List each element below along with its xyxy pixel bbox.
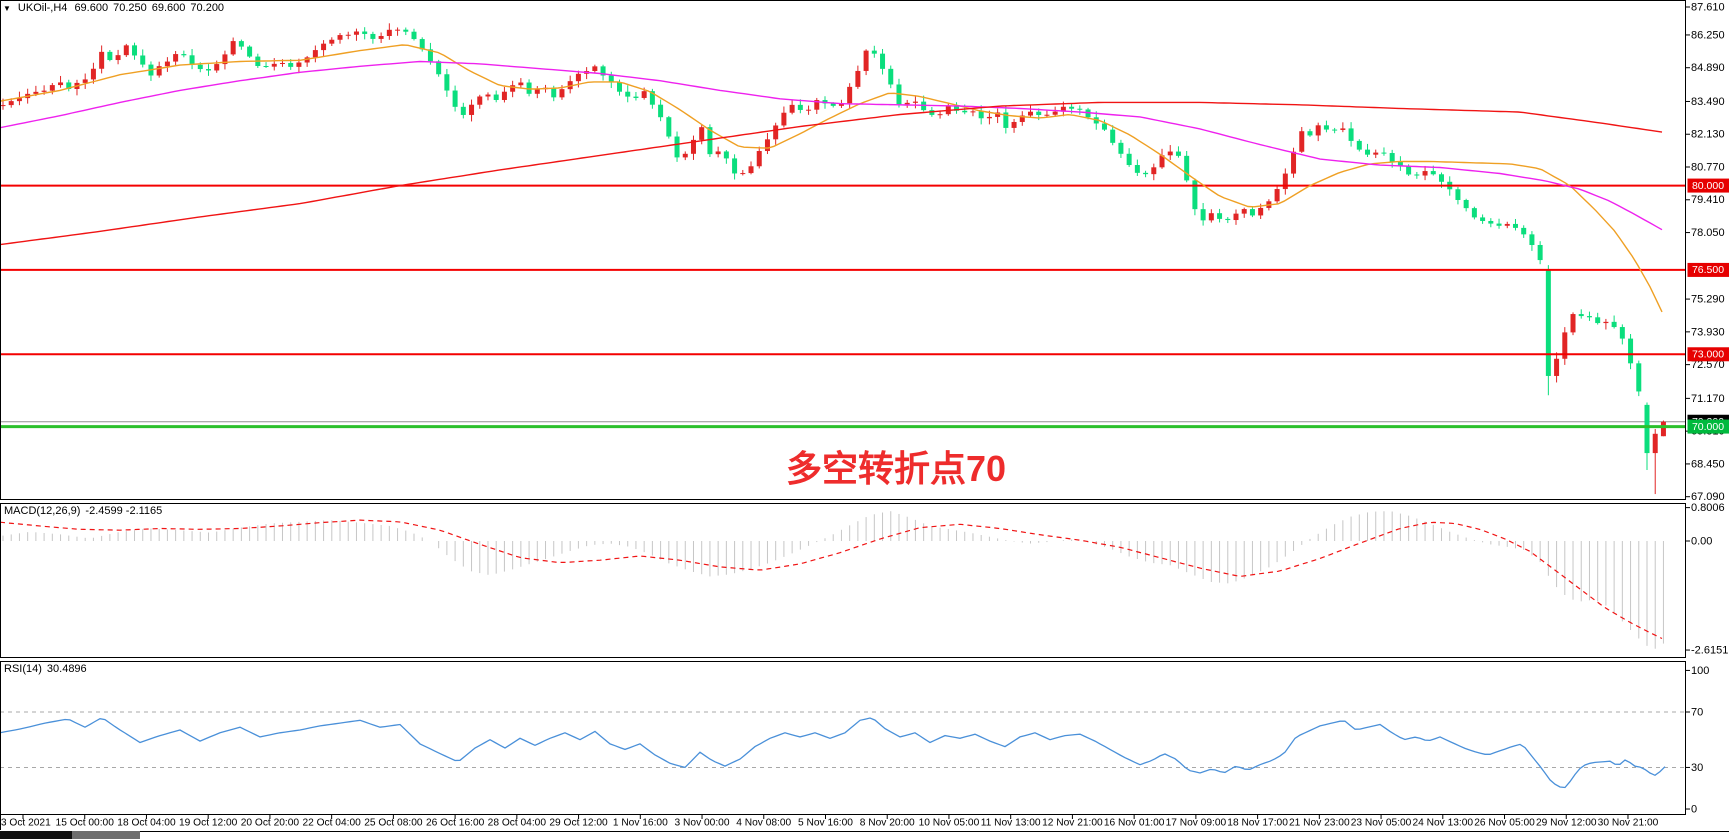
svg-text:0.8006: 0.8006 [1691, 502, 1725, 514]
svg-text:5 Nov 16:00: 5 Nov 16:00 [798, 818, 853, 829]
svg-text:24 Nov 13:00: 24 Nov 13:00 [1412, 818, 1473, 829]
svg-text:79.410: 79.410 [1691, 194, 1725, 206]
candles [0, 23, 1666, 495]
svg-text:-2.6151: -2.6151 [1691, 644, 1728, 656]
svg-text:75.290: 75.290 [1691, 293, 1725, 305]
svg-text:0.00: 0.00 [1691, 535, 1712, 547]
svg-text:18 Nov 17:00: 18 Nov 17:00 [1227, 818, 1288, 829]
svg-text:29 Nov 12:00: 29 Nov 12:00 [1536, 818, 1597, 829]
rsi-name: RSI(14) [4, 663, 42, 675]
svg-text:25 Oct 08:00: 25 Oct 08:00 [364, 818, 423, 829]
svg-text:18 Oct 04:00: 18 Oct 04:00 [117, 818, 176, 829]
svg-text:0: 0 [1691, 803, 1697, 815]
svg-text:15 Oct 00:00: 15 Oct 00:00 [56, 818, 115, 829]
macd-indicator-label: MACD(12,26,9) -2.4599 -2.1165 [4, 505, 162, 517]
svg-text:86.250: 86.250 [1691, 29, 1725, 41]
svg-text:78.050: 78.050 [1691, 227, 1725, 239]
svg-text:29 Oct 12:00: 29 Oct 12:00 [549, 818, 608, 829]
macd-signal-line [0, 519, 1663, 640]
svg-text:71.170: 71.170 [1691, 393, 1725, 405]
svg-text:73.930: 73.930 [1691, 326, 1725, 338]
rsi-indicator-label: RSI(14) 30.4896 [4, 663, 87, 675]
close-value: 70.200 [190, 2, 225, 14]
svg-text:26 Oct 16:00: 26 Oct 16:00 [426, 818, 485, 829]
macd-axis[interactable]: 0.8006 0.00 -2.6151 [1685, 502, 1728, 656]
svg-text:76.500: 76.500 [1692, 264, 1724, 276]
rsi-panel[interactable] [0, 711, 1686, 768]
svg-text:21 Nov 23:00: 21 Nov 23:00 [1289, 818, 1350, 829]
price-badge-70.000: 70.000 [1687, 419, 1729, 434]
svg-text:30 Nov 21:00: 30 Nov 21:00 [1598, 818, 1659, 829]
svg-text:20 Oct 20:00: 20 Oct 20:00 [241, 818, 300, 829]
svg-text:80.770: 80.770 [1691, 161, 1725, 173]
svg-text:19 Oct 12:00: 19 Oct 12:00 [179, 818, 238, 829]
panel-borders [0, 0, 1686, 830]
svg-text:1 Nov 16:00: 1 Nov 16:00 [613, 818, 668, 829]
rsi-line [0, 717, 1666, 789]
price-badge-73.000: 73.000 [1687, 347, 1729, 362]
svg-text:30: 30 [1691, 762, 1703, 774]
rsi-axis[interactable]: 100 70 30 0 [1685, 665, 1709, 816]
svg-text:12 Nov 21:00: 12 Nov 21:00 [1042, 818, 1103, 829]
svg-text:3 Nov 00:00: 3 Nov 00:00 [675, 818, 730, 829]
symbol-timeframe-label: UKOil-,H4 [17, 2, 68, 14]
scrollbar-segment-dark[interactable] [0, 831, 72, 839]
svg-text:28 Oct 04:00: 28 Oct 04:00 [488, 818, 547, 829]
rsi-values: 30.4896 [46, 663, 87, 675]
macd-name: MACD(12,26,9) [4, 505, 81, 517]
h-scrollbar[interactable] [0, 831, 1729, 839]
annotation-text[interactable]: 多空转折点70 [786, 448, 1007, 489]
svg-text:26 Nov 05:00: 26 Nov 05:00 [1474, 818, 1535, 829]
svg-text:87.610: 87.610 [1691, 1, 1725, 13]
svg-text:11 Nov 13:00: 11 Nov 13:00 [981, 818, 1041, 829]
svg-text:13 Oct 2021: 13 Oct 2021 [0, 818, 51, 829]
price-badge-80.000: 80.000 [1687, 178, 1729, 193]
svg-text:84.890: 84.890 [1691, 62, 1725, 74]
price-badge-76.500: 76.500 [1687, 262, 1729, 277]
price-axis[interactable]: 87.610 86.250 84.890 83.490 82.130 80.770 79.4… [1685, 1, 1725, 503]
ma-mid-magenta-line [0, 60, 1663, 231]
macd-histogram [2, 511, 1664, 649]
svg-text:8 Nov 20:00: 8 Nov 20:00 [860, 818, 915, 829]
svg-text:100: 100 [1691, 665, 1709, 677]
ma-fast-orange-line [0, 44, 1663, 313]
high-value: 70.250 [113, 2, 147, 14]
svg-text:82.130: 82.130 [1691, 129, 1725, 141]
svg-text:72.570: 72.570 [1691, 359, 1725, 371]
svg-text:22 Oct 04:00: 22 Oct 04:00 [302, 818, 361, 829]
svg-text:16 Nov 01:00: 16 Nov 01:00 [1104, 818, 1165, 829]
svg-text:73.000: 73.000 [1692, 349, 1724, 361]
svg-text:23 Nov 05:00: 23 Nov 05:00 [1351, 818, 1412, 829]
svg-text:4 Nov 08:00: 4 Nov 08:00 [736, 818, 791, 829]
svg-text:80.000: 80.000 [1692, 180, 1724, 192]
svg-text:83.490: 83.490 [1691, 96, 1725, 108]
chart-header: ▼ UKOil-,H4 69.600 70.250 69.600 70.200 [3, 2, 224, 14]
symbol-dropdown-arrow-icon[interactable]: ▼ [3, 3, 11, 13]
macd-values: -2.4599 -2.1165 [85, 505, 163, 517]
low-value: 69.600 [151, 2, 186, 14]
svg-text:10 Nov 05:00: 10 Nov 05:00 [919, 818, 980, 829]
svg-text:67.090: 67.090 [1691, 491, 1725, 503]
svg-text:70.000: 70.000 [1692, 421, 1724, 433]
svg-text:70: 70 [1691, 706, 1703, 718]
scrollbar-track[interactable] [140, 831, 1729, 839]
svg-text:68.450: 68.450 [1691, 458, 1725, 470]
ma-slow-red-line [0, 101, 1663, 246]
time-axis[interactable]: 13 Oct 2021 15 Oct 00:00 18 Oct 04:00 19 Oc… [0, 815, 1659, 829]
scrollbar-thumb[interactable] [72, 831, 140, 839]
svg-text:17 Nov 09:00: 17 Nov 09:00 [1166, 818, 1227, 829]
open-value: 69.600 [74, 2, 109, 14]
ohlc-values: 69.600 70.250 69.600 70.200 [74, 2, 224, 14]
